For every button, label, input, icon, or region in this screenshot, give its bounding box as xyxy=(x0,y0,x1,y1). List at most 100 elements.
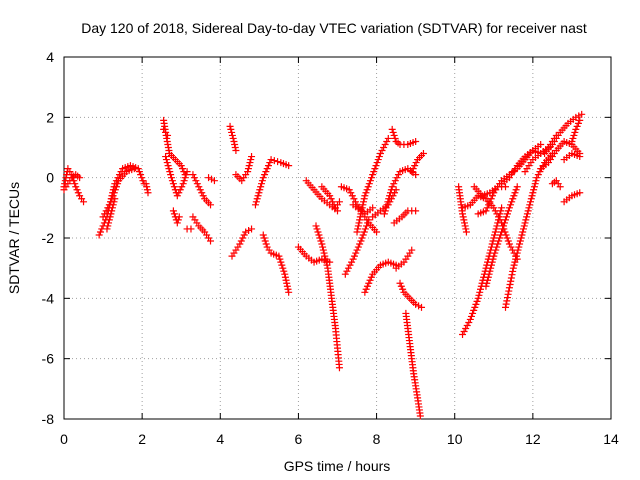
data-point xyxy=(508,271,516,279)
data-point xyxy=(322,258,330,266)
data-point xyxy=(162,156,170,164)
data-series-segment xyxy=(337,183,377,218)
data-point xyxy=(361,192,369,200)
data-point xyxy=(556,183,564,191)
data-series-segment xyxy=(60,171,84,194)
data-point xyxy=(253,195,261,203)
data-point xyxy=(494,219,502,227)
data-point xyxy=(315,231,323,239)
data-point xyxy=(503,210,511,218)
data-point xyxy=(489,255,497,263)
data-point xyxy=(509,195,517,203)
data-point xyxy=(229,134,237,142)
data-point xyxy=(360,228,368,236)
data-point xyxy=(510,261,518,269)
x-tick-label: 6 xyxy=(295,431,303,447)
data-point xyxy=(513,183,521,191)
data-point xyxy=(239,234,247,242)
data-point xyxy=(576,116,584,124)
data-point xyxy=(101,210,109,218)
data-point xyxy=(248,225,256,233)
data-point xyxy=(516,240,524,248)
data-point xyxy=(110,189,118,197)
data-point xyxy=(319,243,327,251)
data-point xyxy=(274,158,282,166)
data-point xyxy=(503,297,511,305)
data-point xyxy=(252,198,260,206)
data-point xyxy=(501,219,509,227)
data-point xyxy=(104,222,112,230)
data-point xyxy=(363,282,371,290)
data-point xyxy=(105,216,113,224)
data-point xyxy=(386,192,394,200)
data-series-segment xyxy=(541,110,586,158)
data-point xyxy=(174,216,182,224)
data-point xyxy=(327,195,335,203)
data-series-segment xyxy=(537,137,584,173)
data-point xyxy=(380,144,388,151)
data-point xyxy=(376,150,384,158)
data-point xyxy=(355,219,363,227)
data-point xyxy=(354,222,362,230)
data-point xyxy=(279,264,287,272)
data-series-segment xyxy=(226,122,240,155)
data-point xyxy=(500,222,508,230)
data-point xyxy=(283,279,291,287)
y-tick-label: 4 xyxy=(46,49,54,65)
data-point xyxy=(366,276,374,284)
data-point xyxy=(108,207,116,215)
data-point xyxy=(493,222,501,230)
data-point xyxy=(170,210,178,218)
data-point xyxy=(247,156,255,164)
data-point xyxy=(232,147,240,155)
data-point xyxy=(368,174,376,182)
data-point xyxy=(463,321,471,329)
data-point xyxy=(167,171,175,179)
data-point xyxy=(181,174,189,182)
data-series-segment xyxy=(189,171,215,209)
data-point xyxy=(411,162,419,170)
data-point xyxy=(460,216,468,224)
data-point xyxy=(573,122,581,130)
data-point xyxy=(163,159,171,167)
data-point xyxy=(258,177,266,185)
data-point xyxy=(329,198,337,206)
data-point xyxy=(502,213,510,221)
data-point xyxy=(487,261,495,269)
data-point xyxy=(108,204,116,212)
data-point xyxy=(248,153,256,161)
data-point xyxy=(109,192,117,200)
data-series-segment xyxy=(142,180,152,197)
data-point xyxy=(386,189,394,197)
data-point xyxy=(492,246,500,254)
data-point xyxy=(277,258,285,266)
data-series-segment xyxy=(560,189,584,206)
data-point xyxy=(502,300,510,308)
data-point xyxy=(73,186,81,194)
data-point xyxy=(484,273,492,281)
data-point xyxy=(383,201,391,209)
data-point xyxy=(569,134,577,142)
data-series-segment xyxy=(99,165,138,221)
data-point xyxy=(531,180,539,188)
data-point xyxy=(387,186,395,194)
data-point xyxy=(175,213,183,221)
data-series-segment xyxy=(474,140,545,218)
data-point xyxy=(412,137,420,145)
data-series-segment xyxy=(162,153,191,200)
data-point xyxy=(179,165,187,173)
data-point xyxy=(490,204,498,212)
data-point xyxy=(503,234,511,242)
data-point xyxy=(470,306,478,314)
data-point xyxy=(164,131,172,139)
data-point xyxy=(416,412,424,420)
data-point xyxy=(374,156,382,164)
data-point xyxy=(162,153,170,161)
data-point xyxy=(169,207,177,215)
data-point xyxy=(502,216,510,224)
data-point xyxy=(469,309,477,317)
data-point xyxy=(494,216,502,224)
data-point xyxy=(523,210,531,218)
data-point xyxy=(578,110,586,118)
